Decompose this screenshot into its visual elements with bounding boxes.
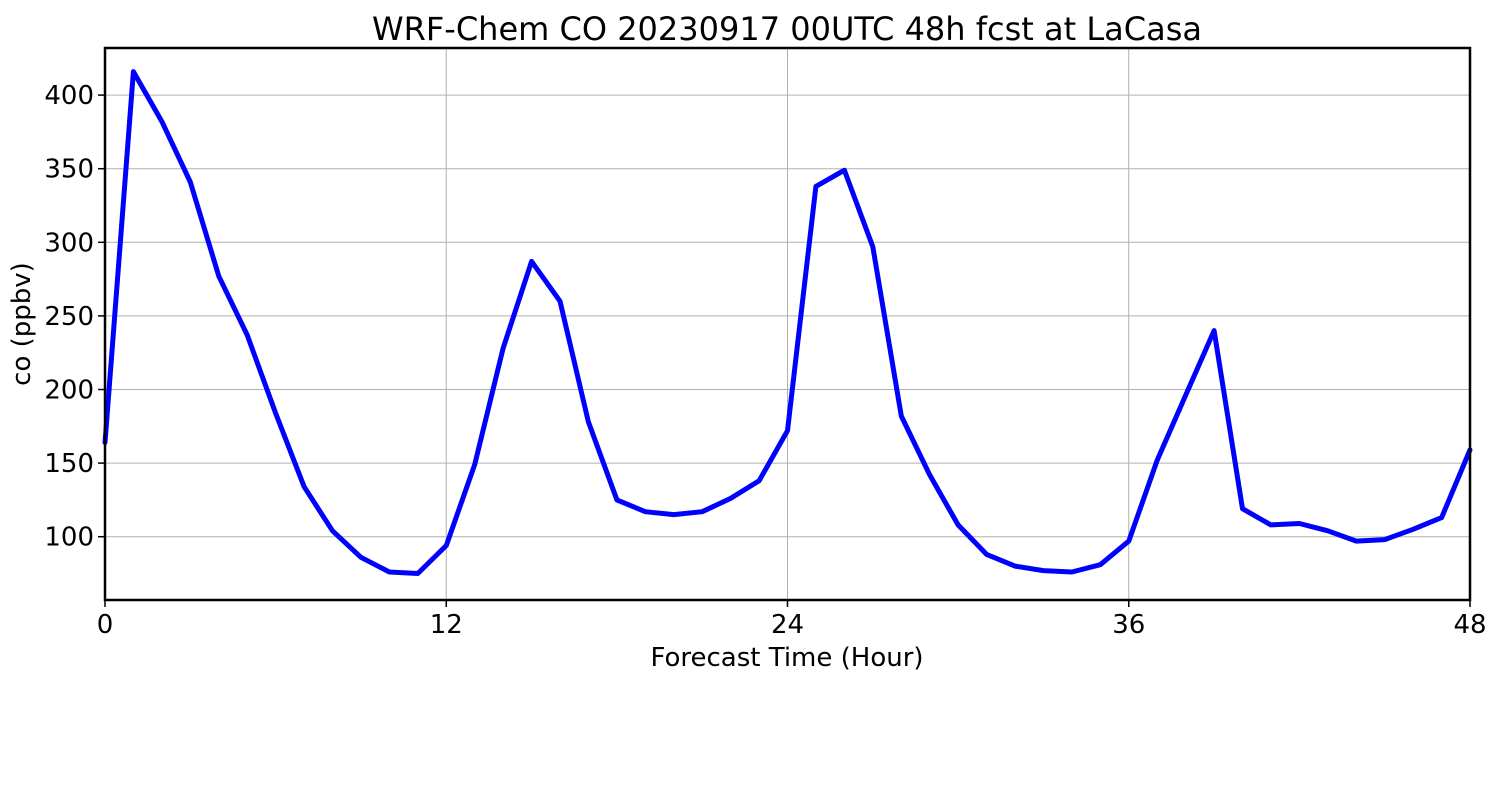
y-tick-label: 200 bbox=[44, 376, 94, 406]
x-axis-label: Forecast Time (Hour) bbox=[650, 643, 923, 673]
x-axis-ticks: 0 12 24 36 48 bbox=[97, 600, 1487, 640]
y-tick-label: 150 bbox=[44, 449, 94, 479]
y-tick-label: 300 bbox=[44, 228, 94, 258]
y-tick-label: 100 bbox=[44, 523, 94, 553]
series-line-group bbox=[102, 69, 1473, 576]
x-tick-label: 12 bbox=[430, 610, 463, 640]
y-tick-label: 250 bbox=[44, 302, 94, 332]
x-tick-label: 0 bbox=[97, 610, 114, 640]
series-line bbox=[102, 69, 1473, 576]
y-axis-label: co (ppbv) bbox=[7, 262, 37, 386]
chart-title: WRF-Chem CO 20230917 00UTC 48h fcst at L… bbox=[372, 10, 1202, 48]
x-tick-label: 48 bbox=[1453, 610, 1486, 640]
x-tick-label: 24 bbox=[771, 610, 804, 640]
x-tick-label: 36 bbox=[1112, 610, 1145, 640]
y-tick-label: 350 bbox=[44, 155, 94, 185]
y-tick-label: 400 bbox=[44, 81, 94, 111]
y-axis-ticks: 100 150 200 250 300 350 400 bbox=[44, 81, 105, 553]
